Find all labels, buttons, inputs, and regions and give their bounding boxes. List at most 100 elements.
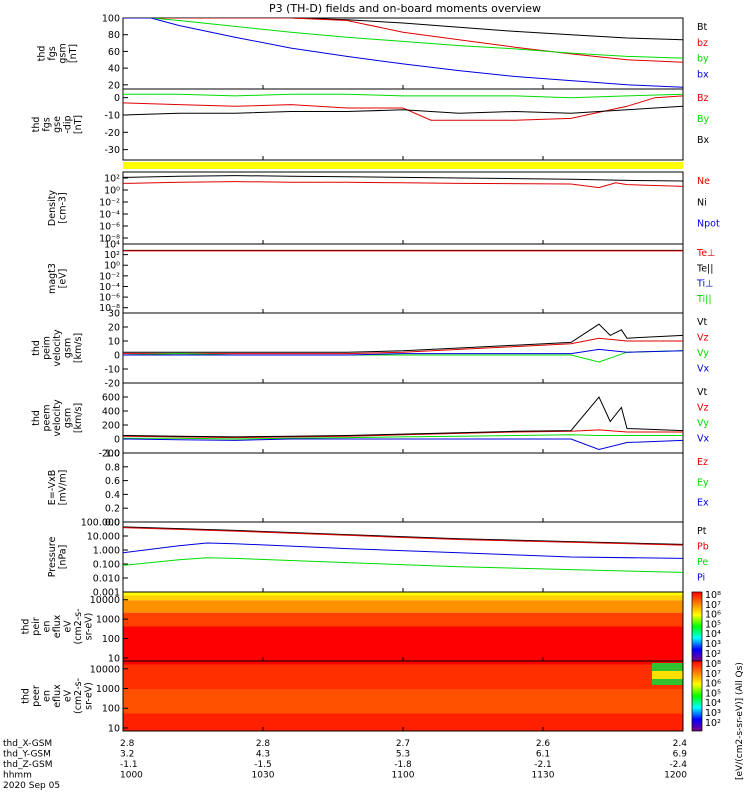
panel-frame — [122, 17, 684, 90]
legend-vt: Vt — [697, 387, 707, 398]
y-tick-label: 600 — [102, 393, 120, 404]
y-axis-label: E=-VxB[mV/m] — [47, 470, 69, 506]
legend-vy: Vy — [697, 348, 709, 359]
legend-pe: Pe — [697, 557, 708, 568]
footer-row-label: thd_X-GSM — [3, 739, 52, 749]
legend-bz: Bz — [697, 93, 709, 104]
series-line-bx — [123, 105, 683, 116]
spectrogram-band — [123, 626, 683, 661]
footer-value: 2.7 — [396, 739, 410, 749]
series-line-vz — [123, 337, 683, 355]
y-tick-label: 20 — [108, 323, 120, 334]
series-line-by — [123, 93, 683, 99]
y-tick-label: -200 — [98, 449, 120, 460]
y-tick-label: 10⁻⁴ — [99, 282, 120, 293]
panels: 10080604020thdfgsgsm[nT]Btbzbybx0-10-20-… — [21, 14, 720, 735]
footer-value: -2.4 — [669, 760, 687, 770]
legend-vy: Vy — [697, 418, 709, 429]
y-tick-label: 40 — [108, 64, 120, 75]
colorbar-tick-label: 10³ — [705, 708, 721, 719]
footer-value: 1100 — [392, 771, 415, 781]
legend-npot: Npot — [697, 219, 720, 230]
colorbar-tick-label: 10⁸ — [705, 659, 721, 670]
y-axis-label: thdpeerenefluxeV(cm2-s-sr-eV) — [21, 678, 95, 714]
y-tick-label: 0 — [114, 435, 120, 446]
y-tick-label: -20 — [104, 379, 120, 390]
colorbar-ion — [691, 591, 703, 662]
y-axis-label: Density[cm-3] — [47, 190, 69, 226]
legend-ez: Ez — [697, 457, 708, 468]
y-axis-label: magt3[eV] — [47, 263, 69, 294]
colorbar-tick-label: 10⁴ — [705, 629, 721, 640]
y-axis-label: thdpeimvelocitygsm[km/s] — [31, 329, 84, 367]
footer-value: 4.3 — [256, 750, 270, 760]
legend-vz: Vz — [697, 403, 709, 414]
legend-vt: Vt — [697, 317, 707, 328]
colorbar-tick-label: 10⁶ — [705, 610, 721, 621]
legend-ti: Ti|| — [696, 294, 712, 305]
y-tick-label: 10 — [108, 337, 120, 348]
y-tick-label: 1.0 — [105, 449, 120, 460]
spectrogram-feature — [652, 671, 683, 679]
legend-vz: Vz — [697, 333, 709, 344]
series-line-by — [123, 18, 683, 59]
panel-8: 100.000 10.000 1.000 0.100 0.010 0.001 Pressur… — [47, 518, 709, 599]
colorbar-tick-label: 10⁸ — [705, 590, 721, 601]
footer-value: -1.1 — [120, 760, 138, 770]
legend-by: by — [697, 54, 709, 65]
footer-value: 2.8 — [120, 739, 135, 749]
y-tick-label: 200 — [102, 421, 120, 432]
quality-flag-bar — [123, 162, 683, 169]
y-tick-label: 100 — [102, 634, 120, 645]
legend-pt: Pt — [697, 526, 707, 537]
y-tick-label: 10000 — [90, 664, 120, 675]
spectrogram-band — [123, 592, 683, 596]
spectrogram-band — [123, 595, 683, 601]
colorbar-electron — [691, 660, 703, 732]
y-tick-label: 10⁰ — [104, 186, 120, 197]
footer-value: 1200 — [664, 771, 687, 781]
y-tick-label: 0 — [114, 93, 120, 104]
footer-value: 1130 — [532, 771, 555, 781]
legend-bx: Bx — [697, 135, 710, 146]
y-tick-label: 100.000 — [81, 518, 120, 529]
panel-frame — [122, 382, 684, 454]
colorbar-tick-label: 10⁵ — [705, 688, 721, 699]
y-tick-label: 400 — [102, 407, 120, 418]
legend-te: Te⊥ — [696, 248, 715, 259]
y-tick-label: 10⁻⁶ — [99, 222, 120, 233]
colorbar-tick-label: 10² — [705, 649, 721, 660]
colorbar-tick-label: 10⁵ — [705, 619, 721, 630]
y-tick-label: 0.100 — [93, 560, 120, 571]
colorbar-tick-label: 10² — [705, 718, 721, 729]
legend-vx: Vx — [697, 364, 709, 375]
y-tick-label: 0.2 — [105, 504, 120, 515]
colorbar-tick-label: 10³ — [705, 639, 721, 650]
y-tick-label: 10⁴ — [104, 240, 120, 251]
footer-value: 1000 — [120, 771, 143, 781]
y-tick-label: 1000 — [96, 684, 120, 695]
y-axis-label: thdfgsgsm[nT] — [36, 43, 79, 63]
legend-ey: Ey — [697, 477, 709, 488]
y-tick-label: 10⁻⁸ — [99, 234, 120, 245]
y-tick-label: 20 — [108, 80, 120, 91]
y-tick-label: 60 — [108, 47, 120, 58]
series-line-vt — [123, 396, 683, 438]
footer-value: 6.9 — [673, 750, 688, 760]
panel-frame — [122, 312, 684, 384]
y-tick-label: 100 — [102, 704, 120, 715]
series-line-pi — [123, 542, 683, 559]
series-line-ni — [123, 175, 683, 182]
footer-value: 5.3 — [396, 750, 410, 760]
panel-frame — [122, 243, 684, 314]
y-axis-label: thdfgsgse-dip[nT] — [31, 115, 84, 134]
legend-ti: Ti⊥ — [696, 279, 713, 290]
colorbar-tick-label: 10⁷ — [705, 600, 721, 611]
series-line-vx — [123, 438, 683, 451]
y-tick-label: 10⁻² — [99, 271, 120, 282]
series-line-bx — [123, 18, 683, 88]
series-line-bz — [123, 18, 683, 63]
legend-te: Te|| — [696, 263, 713, 274]
colorbar-tick-label: 10⁶ — [705, 679, 721, 690]
